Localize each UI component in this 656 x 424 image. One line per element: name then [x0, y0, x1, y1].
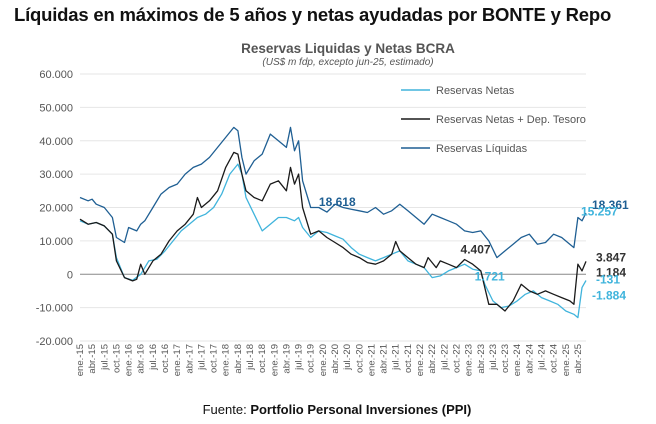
- series-line-reservas-netas-dep-tesoro: [79, 151, 587, 312]
- source-note: Fuente: Portfolio Personal Inversiones (…: [0, 402, 656, 417]
- y-tick-label: 40.000: [39, 136, 73, 148]
- x-tick-label: jul.-18: [245, 344, 256, 371]
- x-tick-label: oct.-18: [257, 344, 268, 373]
- chart-subtitle: (US$ m fdp, excepto jun-25, estimado): [262, 57, 434, 68]
- x-tick-label: abr.-25: [573, 344, 584, 374]
- x-tick-label: abr.-24: [524, 344, 535, 374]
- legend-label: Reservas Netas + Dep. Tesoro: [436, 114, 586, 126]
- legend-label: Reservas Netas: [436, 85, 515, 97]
- x-tick-label: jul.-22: [439, 344, 450, 371]
- x-tick-label: abr.-16: [136, 344, 147, 374]
- data-labels: 18.6184.4071.72118.36115.2573.8471.184-1…: [319, 195, 629, 302]
- x-tick-label: oct.-20: [354, 344, 365, 373]
- y-tick-label: 10.000: [39, 236, 73, 248]
- data-label: 3.847: [596, 250, 626, 264]
- x-tick-label: abr.-15: [87, 344, 98, 374]
- x-tick-label: oct.-22: [451, 344, 462, 373]
- x-tick-label: abr.-22: [427, 344, 438, 374]
- x-tick-label: jul.-15: [99, 344, 110, 371]
- data-label: 4.407: [461, 243, 491, 257]
- x-tick-label: abr.-17: [184, 344, 195, 374]
- x-tick-label: jul.-20: [342, 344, 353, 371]
- data-label: 15.257: [581, 204, 618, 218]
- x-tick-label: abr.-20: [330, 344, 341, 374]
- data-label: -131: [596, 273, 620, 287]
- x-tick-label: abr.-21: [379, 344, 390, 374]
- chart-title: Reservas Liquidas y Netas BCRA: [241, 41, 455, 56]
- series-lines: [79, 126, 587, 319]
- data-label: 18.618: [319, 195, 356, 209]
- x-tick-label: ene.-17: [172, 344, 183, 376]
- x-tick-label: oct.-17: [209, 344, 220, 373]
- series-line-reservas-netas: [79, 163, 587, 319]
- legend: Reservas Netas Reservas Netas + Dep. Teso…: [401, 85, 586, 155]
- legend-label: Reservas Líquidas: [436, 143, 528, 155]
- y-tick-label: 0: [67, 269, 73, 281]
- x-tick-label: oct.-24: [549, 344, 560, 373]
- x-tick-label: abr.-18: [233, 344, 244, 374]
- x-tick-label: ene.-20: [318, 344, 329, 376]
- x-tick-label: oct.-21: [403, 344, 414, 373]
- x-tick-label: jul.-23: [488, 344, 499, 371]
- headline: Líquidas en máximos de 5 años y netas ay…: [14, 4, 612, 25]
- x-tick-label: jul.-17: [196, 344, 207, 371]
- x-tick-label: jul.-21: [391, 344, 402, 371]
- x-tick-label: oct.-19: [306, 344, 317, 373]
- x-tick-label: ene.-25: [561, 344, 572, 376]
- x-tick-label: ene.-16: [124, 344, 135, 376]
- data-label: 1.721: [475, 270, 505, 284]
- x-tick-label: oct.-16: [160, 344, 171, 373]
- y-tick-label: 20.000: [39, 203, 73, 215]
- x-tick-label: jul.-24: [536, 344, 547, 371]
- data-label: 1.184: [596, 265, 626, 279]
- source-name: Portfolio Personal Inversiones (PPI): [250, 402, 472, 417]
- y-tick-label: 50.000: [39, 102, 73, 114]
- x-tick-label: ene.-24: [512, 344, 523, 376]
- x-tick-label: ene.-21: [366, 344, 377, 376]
- data-label: -1.884: [592, 289, 626, 303]
- y-tick-label: 60.000: [39, 69, 73, 81]
- x-tick-label: ene.-23: [464, 344, 475, 376]
- series-line-reservas-liquidas: [79, 126, 587, 259]
- x-tick-label: abr.-19: [281, 344, 292, 374]
- y-tick-label: -10.000: [36, 303, 73, 315]
- x-tick-label: jul.-19: [294, 344, 305, 371]
- x-tick-label: ene.-22: [415, 344, 426, 376]
- source-prefix: Fuente:: [202, 402, 251, 417]
- x-tick-label: oct.-15: [111, 344, 122, 373]
- x-axis: ene.-15 abr.-15 jul.-15 oct.-15 ene.-16 abr.-…: [75, 344, 584, 376]
- y-axis: -20.000 -10.000 0 10.000 20.000 30.000 40.000 5…: [36, 69, 73, 348]
- y-tick-label: 30.000: [39, 169, 73, 181]
- x-tick-label: ene.-15: [75, 344, 86, 376]
- y-tick-label: -20.000: [36, 336, 73, 348]
- x-tick-label: jul.-16: [148, 344, 159, 371]
- x-tick-label: abr.-23: [476, 344, 487, 374]
- x-tick-label: ene.-19: [269, 344, 280, 376]
- x-tick-label: ene.-18: [221, 344, 232, 376]
- x-tick-label: oct.-23: [500, 344, 511, 373]
- data-label: 18.361: [592, 198, 629, 212]
